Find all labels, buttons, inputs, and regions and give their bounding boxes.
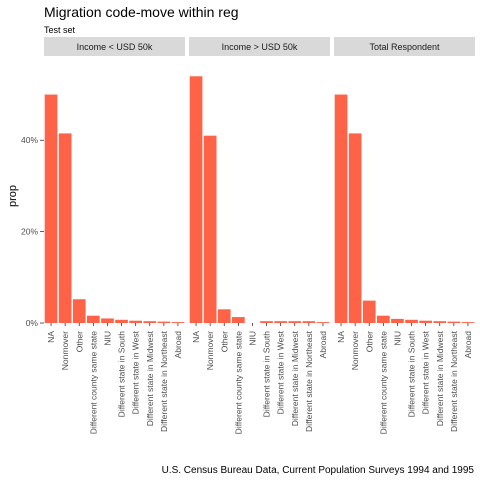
facet-panel: Income > USD 50k NA Nonmover Other Different… [189, 37, 330, 434]
x-tick-label: Different state in West [421, 330, 431, 414]
x-tick-label: Different state in Midwest [290, 330, 300, 426]
bar [129, 320, 142, 323]
x-tick-label: Different state in South [262, 331, 272, 418]
y-tick-label: 0% [26, 318, 39, 328]
x-tick-label: Different county same state [378, 331, 388, 435]
x-tick-label: Different state in Midwest [435, 330, 445, 426]
x-tick-label: NA [191, 331, 201, 343]
bar [58, 133, 72, 323]
y-tick-label: 20% [21, 227, 38, 237]
bar [203, 135, 217, 323]
x-tick-label: Nonmover [60, 331, 70, 370]
facet-panel: Income < USD 50k NA Nonmover Other Different… [44, 37, 185, 434]
bar [433, 321, 447, 323]
x-tick-label: NA [46, 331, 56, 343]
facet-strip-label: Total Respondent [369, 42, 440, 52]
bar [217, 309, 231, 323]
bar [391, 318, 404, 323]
x-tick-label: Different county same state [233, 331, 243, 435]
bar [377, 315, 390, 323]
chart-caption: U.S. Census Bureau Data, Current Populat… [162, 465, 475, 476]
bar [72, 299, 86, 323]
bar [362, 300, 376, 323]
facet-strip [189, 37, 330, 56]
facet-strip [44, 37, 185, 56]
x-tick-label: Different state in Northeast [159, 330, 169, 432]
x-tick-label: Other [364, 331, 374, 352]
x-tick-label: Different state in Northeast [449, 330, 459, 432]
x-tick-label: Different state in Northeast [304, 330, 314, 432]
x-tick-label: Abroad [318, 331, 328, 359]
x-tick-label: Nonmover [205, 331, 215, 370]
x-tick-label: Abroad [463, 331, 473, 359]
bar [447, 321, 461, 323]
x-tick-label: Different state in South [117, 331, 127, 418]
bar [302, 321, 316, 323]
bar [260, 321, 273, 323]
y-axis-title: prop [7, 185, 19, 207]
bar [101, 318, 114, 323]
bar [143, 321, 157, 323]
x-tick-label: Abroad [173, 331, 183, 359]
bar [316, 322, 330, 323]
bar [405, 319, 418, 323]
y-axis: 0% 20% 40% [21, 135, 44, 328]
x-tick-label: NIU [102, 331, 112, 346]
x-tick-label: Different state in West [276, 330, 286, 414]
bar [157, 321, 171, 323]
chart-subtitle: Test set [44, 25, 76, 35]
bar [115, 319, 128, 323]
bar [189, 76, 203, 323]
bar [348, 133, 362, 323]
facet-strip [334, 37, 475, 56]
bar [87, 315, 100, 323]
bar [461, 322, 475, 323]
bar [274, 321, 287, 323]
facet-strip-label: Income > USD 50k [222, 42, 298, 52]
x-tick-label: NA [336, 331, 346, 343]
bar [334, 94, 348, 323]
bar [44, 94, 58, 323]
y-tick-label: 40% [21, 135, 38, 145]
chart-title: Migration code-move within reg [44, 4, 239, 20]
bar [232, 317, 245, 323]
x-tick-label: NIU [392, 331, 402, 346]
x-tick-label: Different state in South [407, 331, 417, 418]
facet-panel: Total Respondent NA Nonmover Other Different… [334, 37, 475, 434]
facet-strip-label: Income < USD 50k [77, 42, 153, 52]
bar [419, 320, 432, 323]
bar [171, 322, 185, 323]
x-tick-label: Nonmover [350, 331, 360, 370]
x-tick-label: Different state in West [131, 330, 141, 414]
x-tick-label: NIU [247, 331, 257, 346]
x-tick-label: Different state in Midwest [145, 330, 155, 426]
facet-panels: Income < USD 50k NA Nonmover Other Different… [44, 37, 475, 434]
x-tick-label: Other [74, 331, 84, 352]
x-tick-label: Other [219, 331, 229, 352]
bar [288, 321, 302, 323]
x-tick-label: Different county same state [88, 331, 98, 435]
